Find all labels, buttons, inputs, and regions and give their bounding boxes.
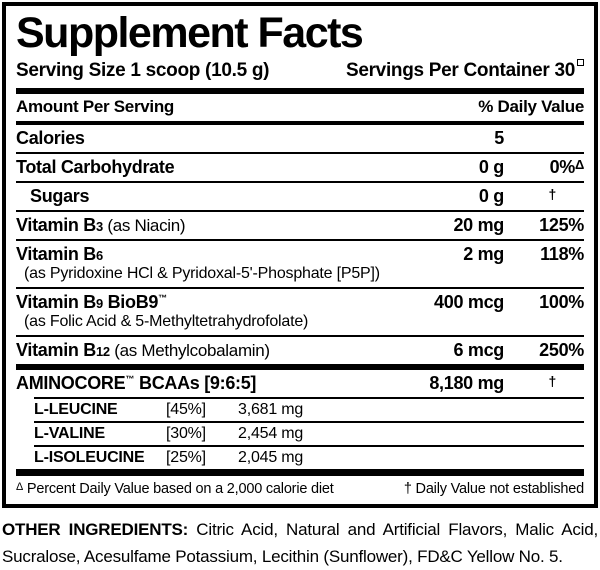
vitamin-b12-label-text: Vitamin B — [16, 340, 96, 361]
valine-name: L-VALINE — [34, 425, 105, 443]
aminocore-label: AMINOCORE™ BCAAs [9:6:5] — [16, 373, 394, 394]
valine-amount: 2,454 mg — [238, 425, 304, 443]
divider-medium-header — [16, 121, 584, 126]
leucine-amount: 3,681 mg — [238, 401, 304, 419]
total-carbohydrate-dv: 0%Δ — [504, 157, 585, 178]
vitamin-b6-label-text: Vitamin B — [16, 244, 96, 265]
vitamin-b9-dv: 100% — [539, 292, 584, 313]
vitamin-b6-subscript: 6 — [96, 248, 103, 264]
aminocore-row: AMINOCORE™ BCAAs [9:6:5] 8,180 mg † — [16, 370, 584, 397]
nutrient-row-vitamin-b9-group: Vitamin B9 BioB9™ 400 mcg 100% (as Folic… — [16, 287, 584, 335]
dagger-footnote-mark: † — [548, 186, 557, 203]
divider-heavy-footnotes — [16, 469, 584, 477]
amino-row-valine: L-VALINE [30%] 2,454 mg — [34, 421, 584, 445]
column-header-row: Amount Per Serving % Daily Value — [16, 94, 584, 121]
total-carbohydrate-amount: 0 g — [478, 157, 504, 178]
daily-value-header: % Daily Value — [478, 97, 584, 117]
serving-info-row: Serving Size 1 scoop (10.5 g) Servings P… — [16, 57, 584, 88]
vitamin-b6-amount: 2 mg — [463, 244, 504, 265]
divider-thick-top — [16, 88, 584, 95]
sugars-dv: † — [504, 186, 584, 207]
total-carbohydrate-label: Total Carbohydrate — [16, 157, 175, 178]
nutrient-row-vitamin-b6-group: Vitamin B6 2 mg 118% (as Pyridoxine HCl … — [16, 239, 584, 287]
vitamin-b9-brand: BioB9 — [102, 292, 159, 313]
vitamin-b12-note: (as Methylcobalamin) — [109, 341, 270, 361]
sugars-label: Sugars — [30, 186, 90, 207]
nutrient-row-vitamin-b9: Vitamin B9 BioB9™ 400 mcg 100% — [16, 289, 584, 316]
dagger-footnote-mark: † — [548, 373, 557, 390]
other-ingredients-label: OTHER INGREDIENTS: — [2, 520, 189, 540]
vitamin-b3-note: (as Niacin) — [102, 216, 186, 236]
aminocore-amount: 8,180 mg — [429, 373, 504, 394]
vitamin-b6-dv: 118% — [540, 244, 584, 265]
vitamin-b9-label: Vitamin B9 BioB9™ — [16, 292, 394, 313]
footnotes-row: Δ Percent Daily Value based on a 2,000 c… — [16, 476, 584, 499]
footnote-daily-value: Δ Percent Daily Value based on a 2,000 c… — [16, 481, 334, 497]
vitamin-b9-subscript: 9 — [96, 296, 103, 312]
other-ingredients: OTHER INGREDIENTS: Citric Acid, Natural … — [2, 517, 598, 570]
leucine-name: L-LEUCINE — [34, 401, 118, 419]
trademark-icon: ™ — [125, 374, 135, 385]
aminocore-name: AMINOCORE — [16, 373, 126, 394]
nutrient-row-total-carbohydrate: Total Carbohydrate 0 g 0%Δ — [16, 152, 584, 181]
isoleucine-name: L-ISOLEUCINE — [34, 449, 145, 467]
vitamin-b12-label: Vitamin B12 (as Methylcobalamin) — [16, 340, 394, 361]
vitamin-b3-dv: 125% — [539, 215, 584, 236]
vitamin-b12-dv: 250% — [539, 340, 584, 361]
triangle-footnote-mark: Δ — [16, 481, 24, 494]
vitamin-b3-subscript: 3 — [96, 219, 103, 235]
leucine-ratio: [45%] — [166, 401, 206, 419]
nutrient-row-vitamin-b3: Vitamin B3 (as Niacin) 20 mg 125% — [16, 210, 584, 239]
vitamin-b12-subscript: 12 — [96, 344, 110, 360]
amino-row-isoleucine: L-ISOLEUCINE [25%] 2,045 mg — [34, 445, 584, 469]
vitamin-b6-source-note: (as Pyridoxine HCl & Pyridoxal-5'-Phosph… — [24, 265, 380, 283]
isoleucine-amount: 2,045 mg — [238, 449, 304, 467]
nutrient-row-vitamin-b12: Vitamin B12 (as Methylcobalamin) 6 mcg 2… — [16, 335, 584, 364]
vitamin-b12-amount: 6 mcg — [453, 340, 504, 361]
triangle-footnote-mark: Δ — [574, 157, 584, 173]
square-footnote-icon — [577, 59, 584, 67]
divider-thick-aminocore — [16, 364, 584, 371]
serving-size: Serving Size 1 scoop (10.5 g) — [16, 60, 270, 82]
vitamin-b3-amount: 20 mg — [453, 215, 504, 236]
total-carbohydrate-dv-value: 0% — [549, 157, 576, 178]
footnote-daily-value-text: Percent Daily Value based on a 2,000 cal… — [23, 481, 334, 498]
amount-per-serving-header: Amount Per Serving — [16, 97, 175, 117]
vitamin-b9-source-note: (as Folic Acid & 5-Methyltetrahydrofolat… — [24, 313, 309, 331]
nutrient-row-calories: Calories 5 — [16, 125, 584, 152]
calories-amount: 5 — [494, 128, 504, 149]
vitamin-b3-label: Vitamin B3 (as Niacin) — [16, 215, 394, 236]
dagger-footnote-mark: † — [403, 481, 412, 498]
vitamin-b9-amount: 400 mcg — [434, 292, 504, 313]
nutrient-row-vitamin-b6: Vitamin B6 2 mg 118% — [16, 241, 584, 268]
isoleucine-ratio: [25%] — [166, 449, 206, 467]
servings-per-container-text: Servings Per Container 30 — [345, 60, 575, 82]
aminocore-dv: † — [504, 373, 584, 394]
supplement-facts-panel: Supplement Facts Serving Size 1 scoop (1… — [2, 2, 598, 509]
calories-label: Calories — [16, 128, 85, 149]
panel-title: Supplement Facts — [16, 9, 364, 57]
nutrient-row-sugars: Sugars 0 g † — [16, 181, 584, 210]
servings-per-container: Servings Per Container 30 — [346, 59, 584, 82]
sugars-amount: 0 g — [478, 186, 504, 207]
amino-row-leucine: L-LEUCINE [45%] 3,681 mg — [34, 397, 584, 421]
vitamin-b6-label: Vitamin B6 — [16, 244, 394, 265]
footnote-not-established: † Daily Value not established — [404, 481, 584, 497]
valine-ratio: [30%] — [166, 425, 206, 443]
vitamin-b9-label-text: Vitamin B — [16, 292, 96, 313]
trademark-icon: ™ — [158, 293, 168, 304]
footnote-not-established-text: Daily Value not established — [411, 481, 585, 498]
aminocore-name-rest: BCAAs [9:6:5] — [134, 373, 257, 394]
vitamin-b3-label-text: Vitamin B — [16, 215, 96, 236]
